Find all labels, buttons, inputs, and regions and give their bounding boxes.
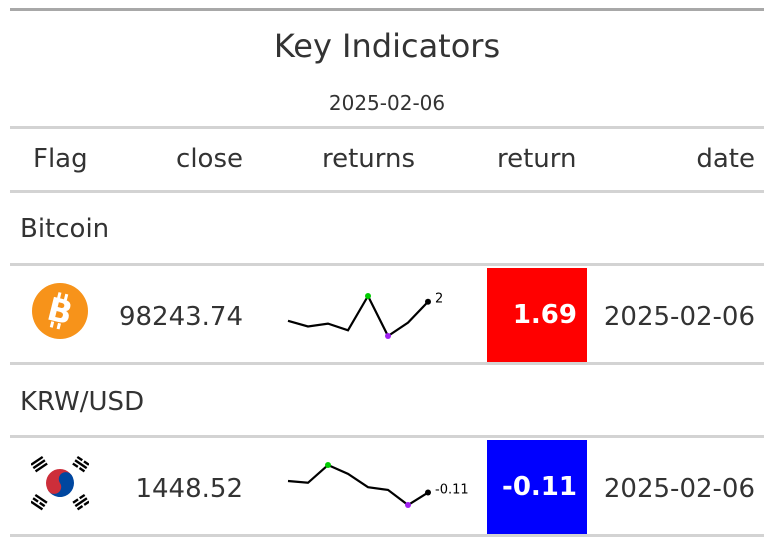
group-divider — [10, 435, 764, 438]
sparkline-last-point — [425, 489, 431, 496]
table-title: Key Indicators — [273, 27, 501, 65]
date-value: 2025-02-06 — [603, 302, 755, 332]
south-korea-flag-icon — [31, 454, 89, 512]
close-value: 1448.52 — [135, 474, 243, 504]
column-header-close: close — [176, 144, 243, 174]
group-label-krw-usd: KRW/USD — [20, 387, 145, 417]
return-badge-negative: -0.11 — [487, 440, 587, 534]
sparkline-max-point — [325, 462, 331, 468]
sparkline-path — [287, 463, 429, 507]
sparkline-min-point — [405, 502, 411, 508]
sparkline-path — [287, 293, 429, 338]
sparkline-max-point — [365, 293, 371, 299]
group-divider — [10, 263, 764, 266]
table-top-border — [10, 8, 764, 11]
returns-sparkline: -0.11 — [287, 462, 469, 508]
group-label-bitcoin: Bitcoin — [20, 214, 110, 244]
returns-sparkline: 2 — [287, 292, 443, 339]
group-divider — [10, 362, 764, 365]
sparkline-last-label: -0.11 — [435, 483, 469, 498]
close-value: 98243.74 — [118, 302, 243, 332]
column-header-return: return — [497, 144, 577, 174]
sparkline-last-point — [425, 298, 431, 305]
return-badge-positive: 1.69 — [487, 268, 587, 362]
date-value: 2025-02-06 — [603, 474, 755, 504]
column-header-date: date — [696, 144, 755, 174]
table-bottom-border — [10, 534, 764, 537]
column-header-returns: returns — [322, 144, 416, 174]
column-header-flag: Flag — [33, 144, 88, 174]
header-top-divider — [10, 126, 764, 129]
sparkline-last-label: 2 — [435, 292, 443, 307]
sparkline-min-point — [385, 333, 391, 339]
header-bottom-divider — [10, 190, 764, 193]
bitcoin-icon: B — [32, 283, 88, 339]
table-subtitle: 2025-02-06 — [328, 91, 446, 115]
